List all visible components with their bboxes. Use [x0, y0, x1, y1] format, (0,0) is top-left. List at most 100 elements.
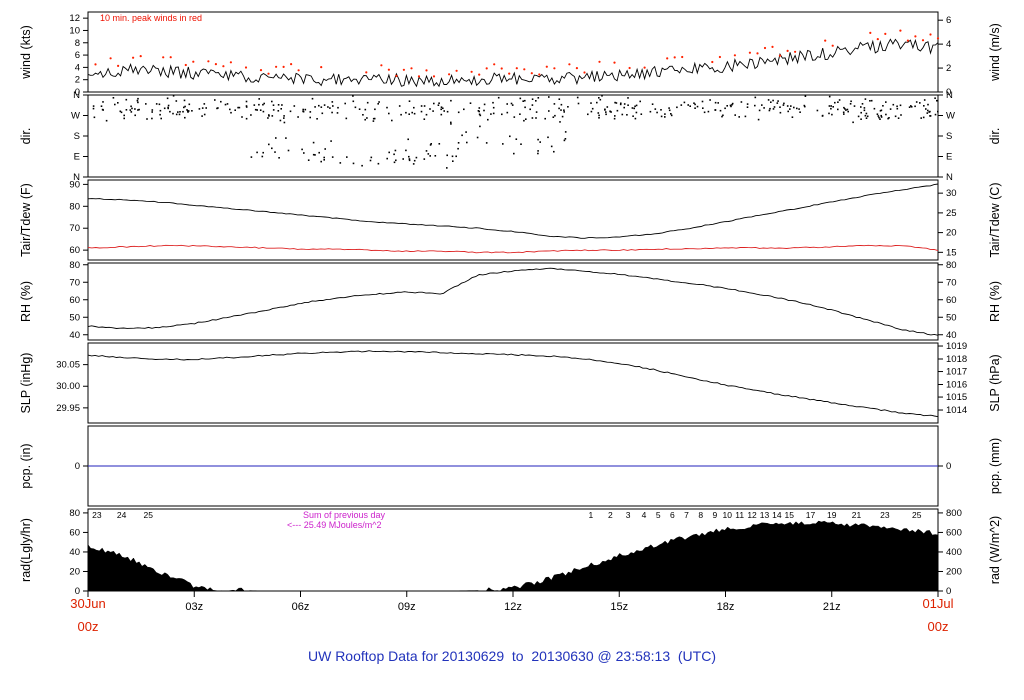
rad-hour-label: 4	[642, 510, 647, 520]
wind-ylabel-right: wind (m/s)	[988, 23, 1002, 82]
x-tick-label: 15z	[610, 601, 628, 613]
rh-ytick-right: 60	[946, 295, 957, 306]
temp-ytick-left: 70	[69, 223, 80, 234]
rad-hour-label: 21	[852, 510, 862, 520]
peak-winds-note: 10 min. peak winds in red	[100, 13, 203, 23]
rad-hour-label: 7	[684, 510, 689, 520]
rad-hour-label: 24	[117, 510, 127, 520]
rad-ytick-right: 600	[946, 527, 962, 538]
rad-hour-label: 8	[698, 510, 703, 520]
dir-ytick-right: N	[946, 90, 953, 101]
temp-ytick-right: 25	[946, 208, 957, 219]
rad-hour-label: 15	[785, 510, 795, 520]
rad-ytick-left: 60	[69, 527, 80, 538]
dir-ytick-right: N	[946, 172, 953, 183]
rad-hour-label: 23	[92, 510, 102, 520]
rad-ytick-right: 0	[946, 586, 951, 597]
rad-sum-note: Sum of previous day <--- 25.49 MJoules/m…	[287, 510, 385, 530]
wind-ytick-right: 6	[946, 15, 951, 26]
dew-point-series	[87, 244, 939, 254]
rh-ylabel-right: RH (%)	[988, 281, 1002, 322]
temp-ytick-left: 90	[69, 179, 80, 190]
dir-ytick-right: W	[946, 111, 955, 122]
rad-ytick-right: 400	[946, 547, 962, 558]
air-temperature-series	[87, 183, 939, 239]
x-tick-label: 21z	[823, 601, 841, 613]
slp-ytick-left: 30.05	[56, 360, 80, 371]
slp-ytick-left: 29.95	[56, 403, 80, 414]
slp-ytick-right: 1017	[946, 367, 967, 378]
rad-hour-label: 1	[589, 510, 594, 520]
rad-hour-label: 2	[608, 510, 613, 520]
slp-ylabel-right: SLP (hPa)	[988, 354, 1002, 411]
wind-ytick-right: 0	[946, 87, 951, 98]
temp-ytick-right: 15	[946, 247, 957, 258]
rh-ytick-left: 70	[69, 277, 80, 288]
wind-ytick-left: 8	[75, 38, 80, 49]
end-hour-label: 00z	[927, 619, 949, 634]
wind-peaks-series	[94, 29, 940, 78]
pcp-ylabel-right: pcp. (mm)	[988, 438, 1002, 494]
wind-ylabel-left: wind (kts)	[19, 25, 33, 79]
rad-hour-label: 23	[880, 510, 890, 520]
relative-humidity-series	[87, 267, 939, 336]
rad-hour-label: 3	[626, 510, 631, 520]
rh-ylabel-left: RH (%)	[19, 281, 33, 322]
slp-ytick-right: 1016	[946, 380, 967, 391]
rad-hour-label: 17	[806, 510, 816, 520]
dir-ytick-left: S	[74, 131, 80, 142]
solar-radiation-series	[87, 520, 939, 592]
rad-hour-label: 13	[760, 510, 770, 520]
slp-ytick-right: 1019	[946, 341, 967, 352]
wind-ytick-right: 2	[946, 63, 951, 74]
slp-ytick-right: 1014	[946, 405, 967, 416]
rad-hour-label: 25	[912, 510, 922, 520]
rh-ytick-left: 80	[69, 260, 80, 271]
rad-ytick-left: 40	[69, 547, 80, 558]
pcp-ylabel-left: pcp. (in)	[19, 443, 33, 488]
wind-ytick-right: 4	[946, 39, 951, 50]
slp-ytick-right: 1018	[946, 354, 967, 365]
x-tick-label: 18z	[717, 601, 735, 613]
temp-ylabel-right: Tair/Tdew (C)	[988, 182, 1002, 257]
rad-hour-label: 25	[143, 510, 153, 520]
dir-ytick-right: E	[946, 152, 952, 163]
x-tick-label: 06z	[292, 601, 310, 613]
x-tick-label: 12z	[504, 601, 522, 613]
dir-ytick-right: S	[946, 131, 952, 142]
x-axis: 03z 06z 09z 12z 15z 18z 21z	[87, 591, 939, 613]
temp-panel: 60 70 80 90 15 20 25 30 Tair/Tdew (F) Tair/Tdew (…	[19, 179, 1002, 261]
wind-speed-series	[87, 38, 939, 88]
dir-frame	[87, 94, 939, 178]
rad-ytick-right: 200	[946, 566, 962, 577]
rh-ytick-left: 40	[69, 330, 80, 341]
pcp-panel: 0 0 pcp. (in) pcp. (mm)	[19, 425, 1002, 507]
start-date-label: 30Jun	[70, 596, 106, 611]
dir-ylabel-right: dir.	[988, 128, 1002, 145]
rad-hour-label: 19	[827, 510, 837, 520]
rad-hour-label: 10	[723, 510, 733, 520]
rad-ytick-right: 800	[946, 508, 962, 519]
wind-ytick-left: 6	[75, 50, 80, 61]
dir-ytick-left: N	[73, 90, 80, 101]
rh-ytick-right: 50	[946, 312, 957, 323]
slp-frame	[87, 342, 939, 424]
start-hour-label: 00z	[77, 619, 99, 634]
rad-hour-label: 11	[735, 510, 744, 520]
slp-ytick-right: 1015	[946, 392, 967, 403]
rh-frame	[87, 262, 939, 341]
pcp-ytick-left: 0	[75, 461, 80, 472]
rh-ytick-right: 40	[946, 330, 957, 341]
temp-ytick-right: 20	[946, 228, 957, 239]
rad-sum-line1: Sum of previous day	[303, 510, 386, 520]
end-date-label: 01Jul	[922, 596, 954, 611]
temp-ytick-left: 60	[69, 245, 80, 256]
temp-frame	[87, 179, 939, 261]
slp-ytick-left: 30.00	[56, 381, 80, 392]
wind-ytick-left: 0	[75, 87, 80, 98]
rad-ytick-left: 20	[69, 566, 80, 577]
sea-level-pressure-series	[87, 350, 939, 418]
